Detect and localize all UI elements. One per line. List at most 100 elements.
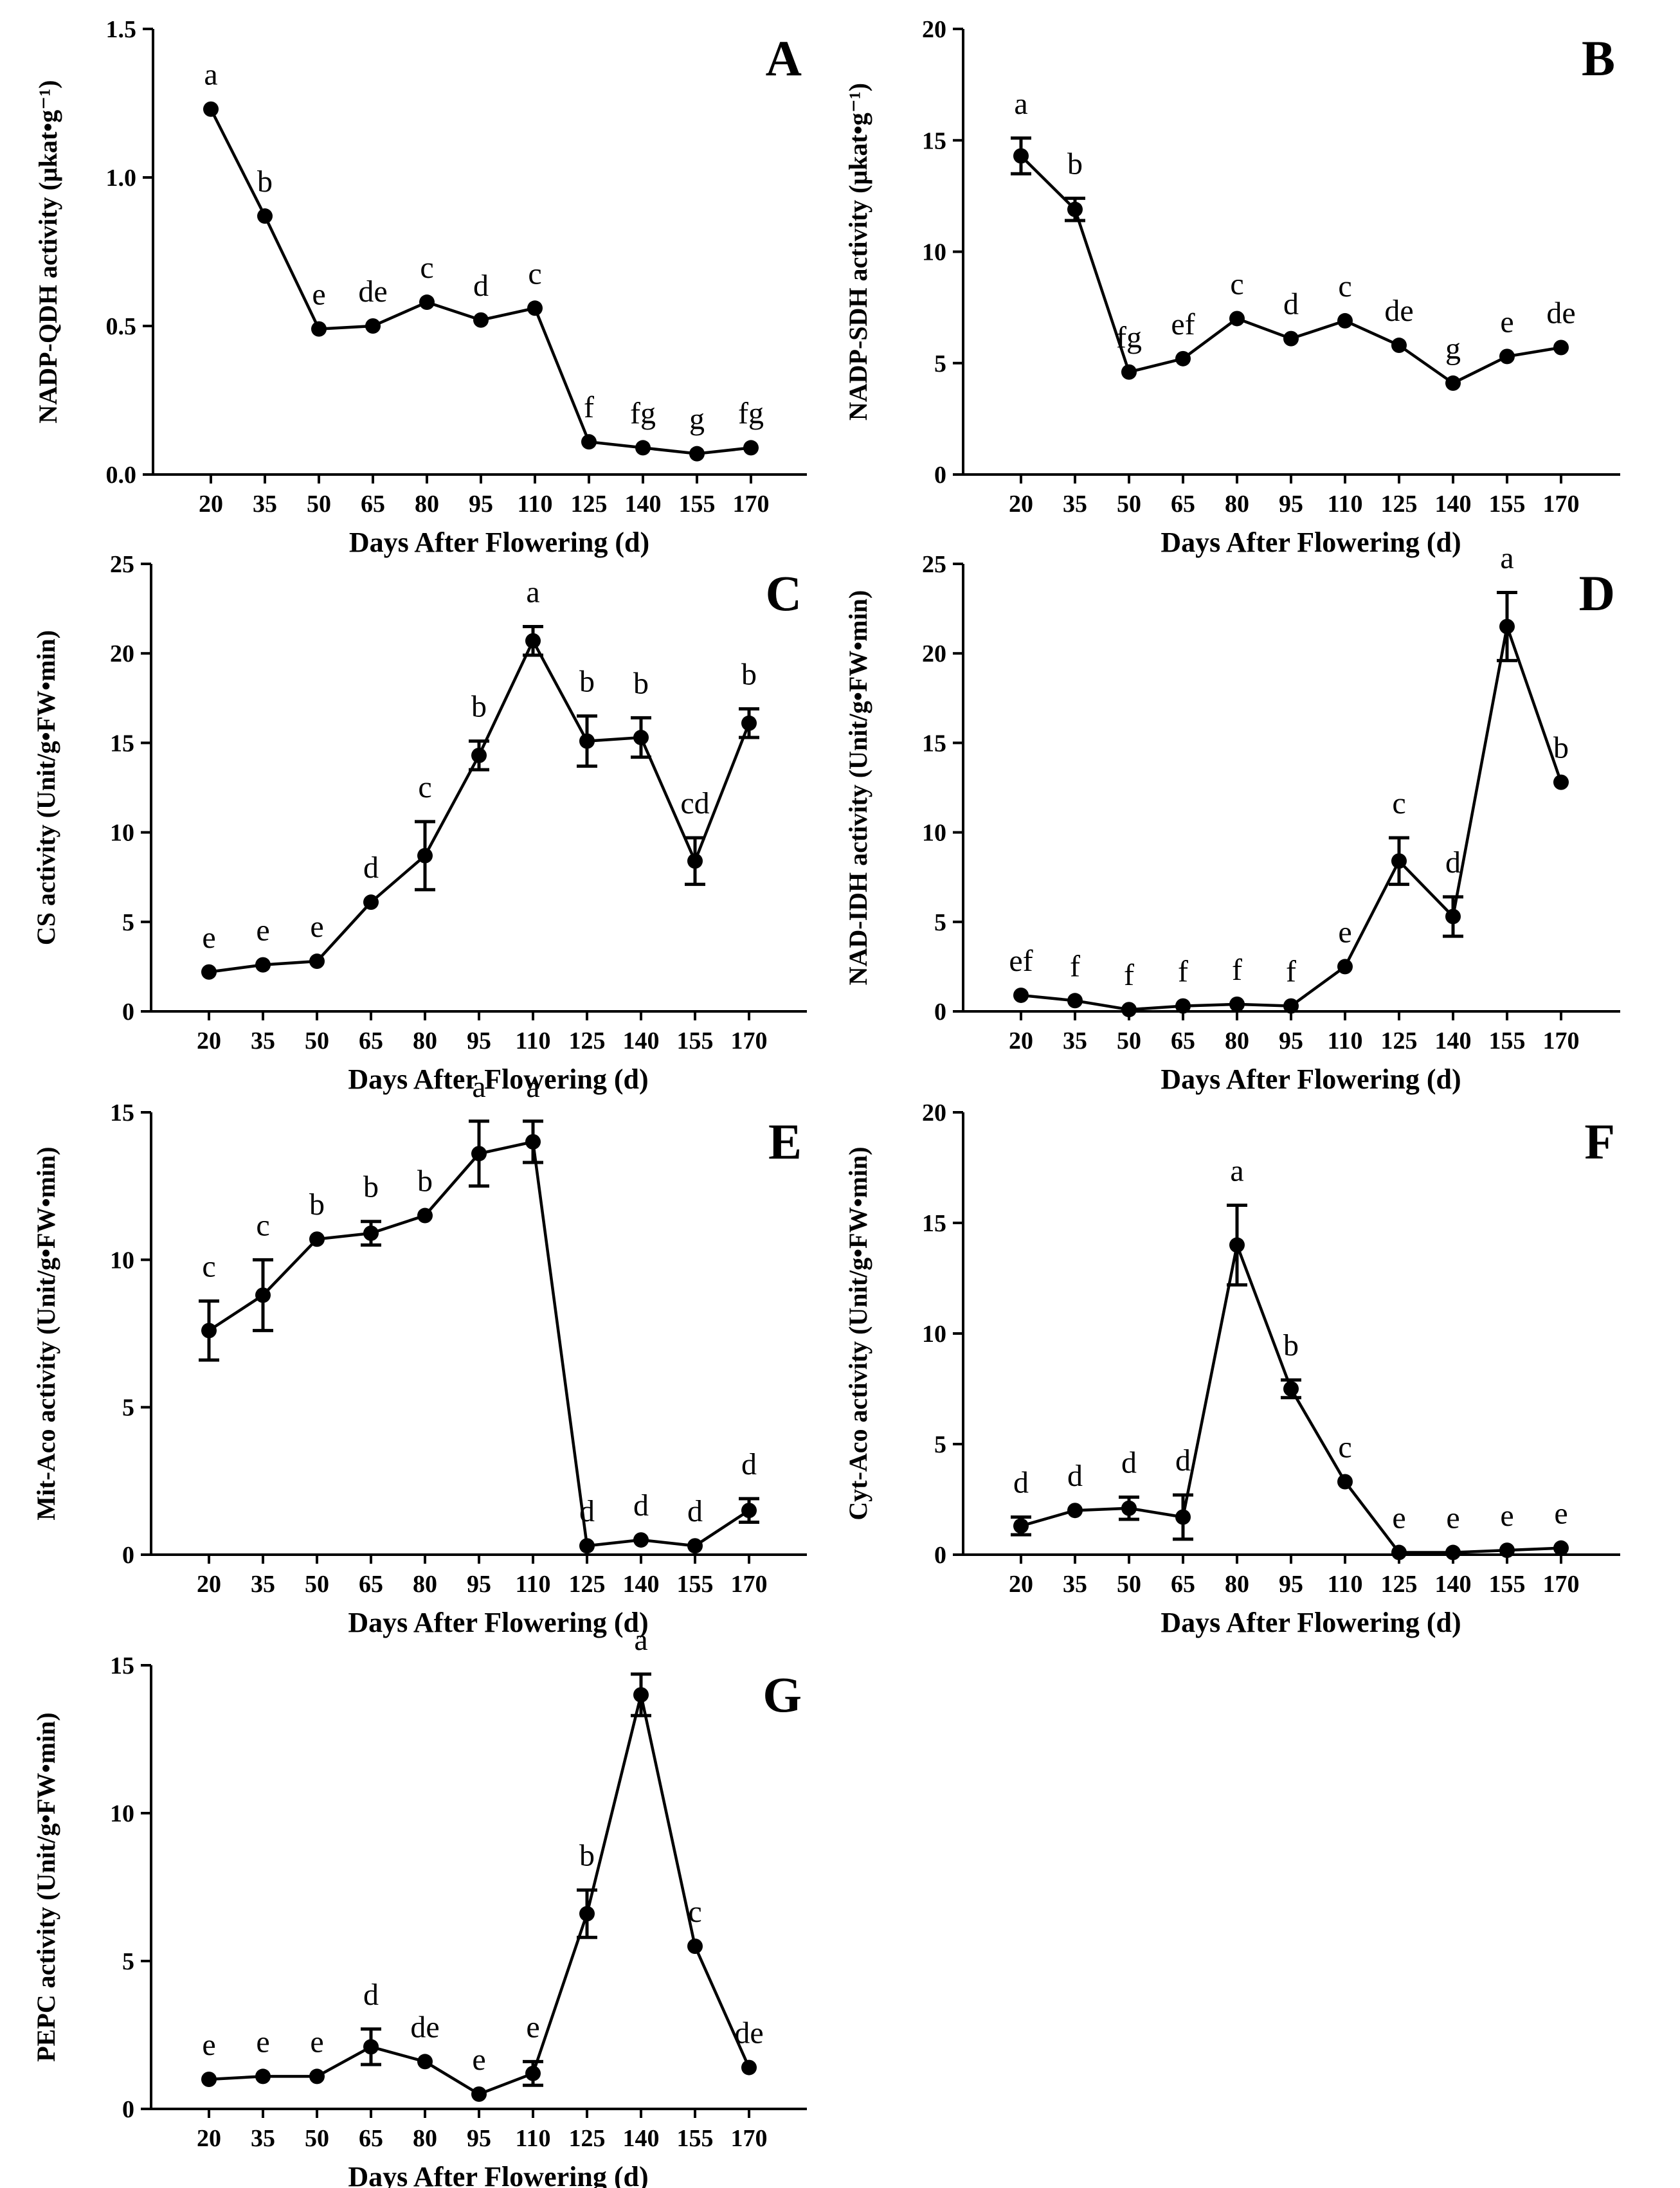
significance-label: b: [1283, 1328, 1299, 1362]
x-tick-label: 20: [1009, 491, 1033, 518]
data-point: [633, 1687, 649, 1703]
significance-label: f: [1286, 955, 1296, 989]
x-tick-label: 20: [1009, 1027, 1033, 1054]
x-tick-label: 170: [1543, 1027, 1580, 1054]
x-axis-title: Days After Flowering (d): [1161, 1607, 1461, 1638]
significance-label: e: [1500, 305, 1513, 339]
x-tick-label: 65: [359, 1027, 383, 1054]
y-tick-label: 0: [934, 1542, 946, 1569]
x-tick-label: 170: [1543, 1571, 1580, 1598]
data-point: [1121, 1002, 1137, 1018]
data-point: [1121, 1500, 1137, 1516]
data-point: [579, 1538, 595, 1554]
significance-label: b: [633, 666, 649, 700]
data-point: [743, 440, 759, 456]
x-tick-label: 140: [1435, 1571, 1472, 1598]
y-tick-label: 15: [922, 1210, 946, 1237]
data-point: [201, 2072, 217, 2087]
x-tick-label: 110: [1328, 1571, 1363, 1598]
x-tick-label: 80: [1225, 1027, 1249, 1054]
significance-label: e: [310, 910, 323, 944]
panel-b: 0 5 10 15 20 20 35 50 65 80 95 110 125 140 155 170 Days …: [844, 16, 1620, 558]
significance-label: b: [257, 165, 273, 199]
significance-label: c: [528, 257, 541, 291]
x-tick-label: 95: [1279, 1571, 1303, 1598]
series-line: [1020, 154, 1562, 385]
x-tick-label: 50: [305, 2125, 329, 2152]
significance-label: d: [1013, 1466, 1029, 1500]
y-tick-label: 25: [110, 551, 134, 578]
significance-label: f: [1070, 949, 1080, 983]
significance-label: e: [1392, 1501, 1405, 1535]
x-tick-label: 50: [1117, 491, 1141, 518]
significance-label: a: [1014, 87, 1027, 121]
x-tick-label: 20: [1009, 1571, 1033, 1598]
data-point: [579, 1906, 595, 1922]
significance-label: d: [1121, 1446, 1137, 1480]
significance-label: b: [363, 1170, 379, 1204]
data-point: [471, 2086, 487, 2102]
panel-e: 0 5 10 15 20 35 50 65 80 95 110 125 140 155 170 Days Af…: [32, 1070, 807, 1638]
data-point: [1391, 853, 1407, 869]
series-line: [208, 1140, 750, 1548]
x-tick-label: 125: [571, 491, 608, 518]
significance-label: d: [687, 1494, 703, 1528]
x-tick-label: 20: [199, 491, 223, 518]
significance-label: b: [1067, 147, 1083, 181]
significance-label: d: [633, 1488, 649, 1523]
y-tick-label: 0: [934, 462, 946, 489]
data-point: [1229, 1237, 1245, 1253]
x-tick-label: 155: [679, 491, 716, 518]
data-point: [1013, 1518, 1029, 1534]
y-tick-label: 15: [110, 1099, 134, 1126]
significance-label: fg: [1116, 321, 1142, 355]
x-axis-title: Days After Flowering (d): [348, 1063, 648, 1095]
panel-letter: F: [1584, 1114, 1615, 1170]
x-tick-label: 155: [677, 2125, 714, 2152]
y-axis-title: NADP-QDH activity (μkat•g⁻¹): [33, 80, 62, 423]
panel-letter: D: [1579, 565, 1615, 621]
significance-label: e: [1446, 1501, 1459, 1535]
y-tick-label: 15: [110, 730, 134, 757]
data-point: [1391, 1544, 1407, 1560]
significance-label: de: [358, 275, 387, 309]
x-tick-label: 35: [251, 2125, 275, 2152]
y-tick-label: 10: [922, 1321, 946, 1348]
y-tick-label: 1.0: [106, 165, 137, 192]
data-point: [257, 208, 273, 224]
data-point: [741, 2059, 757, 2075]
x-tick-label: 65: [1171, 1571, 1195, 1598]
x-tick-label: 125: [1381, 1571, 1418, 1598]
data-point: [1553, 1540, 1569, 1556]
panel-letter: A: [766, 30, 802, 86]
significance-label: c: [1230, 267, 1243, 301]
x-tick-label: 125: [569, 2125, 606, 2152]
x-tick-label: 110: [518, 491, 553, 518]
x-tick-label: 65: [361, 491, 385, 518]
data-point: [417, 847, 433, 863]
y-tick-label: 20: [922, 16, 946, 43]
y-tick-label: 0: [122, 999, 134, 1026]
x-tick-label: 50: [1117, 1571, 1141, 1598]
panel-g: 0 5 10 15 20 35 50 65 80 95 110 125 140 155 170 Days Af…: [32, 1623, 807, 2188]
significance-label: f: [1232, 953, 1242, 987]
data-point: [1283, 998, 1299, 1014]
x-tick-label: 80: [1225, 491, 1249, 518]
x-tick-label: 170: [733, 491, 770, 518]
data-point: [363, 2039, 379, 2055]
x-tick-label: 155: [1489, 1571, 1526, 1598]
y-tick-label: 20: [110, 640, 134, 667]
data-point: [527, 300, 543, 316]
significance-label: c: [418, 770, 431, 804]
data-point: [363, 894, 379, 910]
data-point: [473, 312, 489, 328]
panel-f: 0 5 10 15 20 20 35 50 65 80 95 110 125 140 155 170 Days …: [844, 1099, 1620, 1638]
x-tick-label: 65: [1171, 491, 1195, 518]
data-point: [417, 1207, 433, 1224]
data-point: [255, 2068, 271, 2084]
significance-label: b: [579, 665, 595, 699]
y-tick-label: 20: [922, 1099, 946, 1126]
x-axis-title: Days After Flowering (d): [348, 1607, 648, 1638]
x-tick-label: 110: [516, 2125, 551, 2152]
x-tick-label: 65: [359, 2125, 383, 2152]
